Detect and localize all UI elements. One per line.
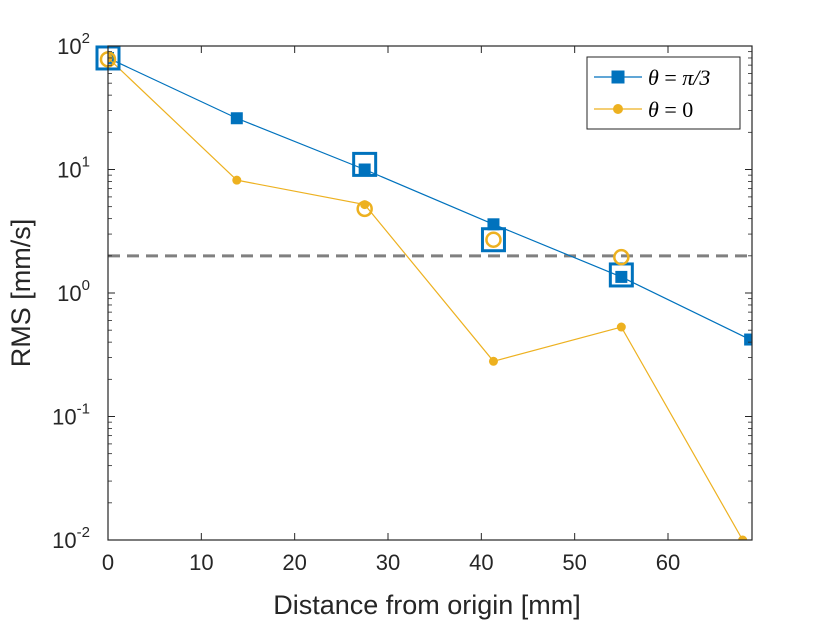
y-tick-exponent: 1 [82, 154, 90, 171]
highlight-circle-marker [613, 248, 630, 266]
highlight-square-marker [352, 151, 378, 177]
highlight-circle-marker [485, 231, 502, 248]
y-tick-base: 10 [57, 34, 81, 59]
y-tick-base: 10 [57, 281, 81, 306]
legend-label-zero: θ = 0 [648, 97, 693, 122]
data-point-zero [616, 322, 626, 332]
data-point-pi-over-3 [230, 112, 243, 125]
y-tick-label: 10-2 [52, 524, 90, 553]
legend-label-pi-over-3: θ = π/3 [648, 65, 710, 90]
y-tick-exponent: -1 [77, 401, 90, 418]
x-tick-label: 10 [189, 550, 213, 575]
x-tick-label: 30 [376, 550, 400, 575]
x-tick-label: 60 [656, 550, 680, 575]
y-tick-base: 10 [52, 528, 76, 553]
y-tick-base: 10 [52, 405, 76, 430]
x-axis-title: Distance from origin [mm] [273, 590, 581, 620]
legend-value: π/3 [682, 65, 710, 90]
legend-marker-zero [613, 104, 623, 114]
legend-box [586, 56, 741, 130]
y-tick-exponent: 0 [82, 277, 90, 294]
y-tick-label: 101 [57, 154, 90, 183]
data-point-pi-over-3 [615, 270, 628, 283]
x-tick-label: 40 [469, 550, 493, 575]
data-point-zero [232, 175, 242, 185]
y-tick-label: 10-1 [52, 401, 90, 430]
x-tick-label: 0 [102, 550, 114, 575]
y-tick-exponent: 2 [82, 30, 90, 47]
legend: θ = π/3 θ = 0 [586, 56, 741, 130]
data-point-zero [488, 356, 498, 366]
series-line-zero [108, 57, 744, 540]
legend-equals-sign: = [659, 97, 682, 122]
y-axis-title: RMS [mm/s] [6, 219, 36, 368]
legend-theta-symbol: θ [648, 97, 659, 122]
series-line-pi-over-3 [108, 57, 751, 341]
legend-equals-sign: = [659, 65, 682, 90]
data-point-pi-over-3 [744, 333, 752, 346]
y-tick-base: 10 [57, 158, 81, 183]
highlight-circle-marker [356, 200, 373, 218]
highlight-square-marker [480, 227, 506, 253]
y-tick-label: 102 [57, 30, 90, 59]
legend-theta-symbol: θ [648, 65, 659, 90]
legend-value: 0 [682, 97, 693, 122]
legend-marker-pi-over-3 [611, 70, 625, 84]
y-tick-exponent: -2 [77, 524, 90, 541]
x-tick-label: 50 [562, 550, 586, 575]
y-tick-label: 100 [57, 277, 90, 306]
data-point-zero [738, 535, 748, 540]
data-point-pi-over-3 [358, 163, 371, 176]
x-tick-label: 20 [282, 550, 306, 575]
